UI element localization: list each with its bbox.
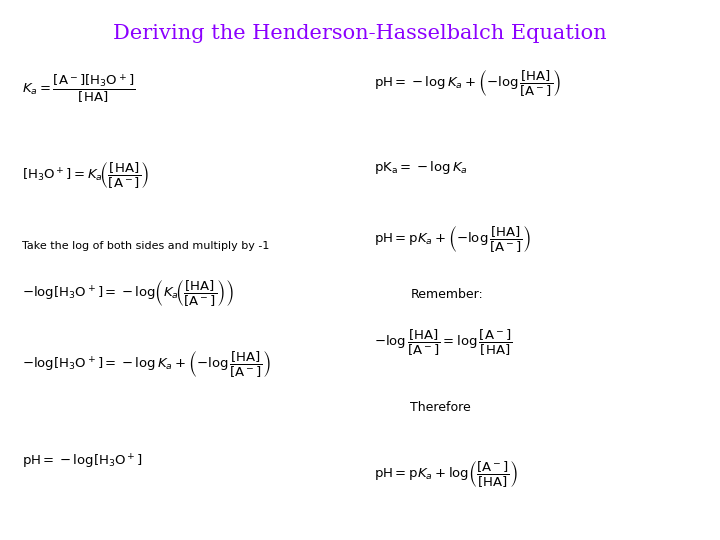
Text: $\mathrm{pH} = \mathrm{p}K_a + \left(-\log\dfrac{[\mathrm{HA}]}{[\mathrm{A}^-]}\: $\mathrm{pH} = \mathrm{p}K_a + \left(-\l… [374,225,531,255]
Text: $-\log[\mathrm{H_3O}^+] = -\log K_a + \left(-\log\dfrac{[\mathrm{HA}]}{[\mathrm{: $-\log[\mathrm{H_3O}^+] = -\log K_a + \l… [22,349,271,380]
Text: $\mathrm{pH} = -\log K_a + \left(-\log\dfrac{[\mathrm{HA}]}{[\mathrm{A}^-]}\righ: $\mathrm{pH} = -\log K_a + \left(-\log\d… [374,69,562,99]
Text: $\mathrm{pH} = -\log[\mathrm{H_3O}^+]$: $\mathrm{pH} = -\log[\mathrm{H_3O}^+]$ [22,453,143,471]
Text: $-\log\dfrac{[\mathrm{HA}]}{[\mathrm{A}^-]} = \log\dfrac{[\mathrm{A}^-]}{[\mathr: $-\log\dfrac{[\mathrm{HA}]}{[\mathrm{A}^… [374,328,513,358]
Text: Deriving the Henderson-Hasselbalch Equation: Deriving the Henderson-Hasselbalch Equat… [113,24,607,43]
Text: $[\mathrm{H_3O}^+] = K_a\!\left(\dfrac{[\mathrm{HA}]}{[\mathrm{A}^-]}\right)$: $[\mathrm{H_3O}^+] = K_a\!\left(\dfrac{[… [22,160,149,191]
Text: Therefore: Therefore [410,401,471,414]
Text: $K_a = \dfrac{[\mathrm{A}^-][\mathrm{H_3O}^+]}{[\mathrm{HA}]}$: $K_a = \dfrac{[\mathrm{A}^-][\mathrm{H_3… [22,73,135,105]
Text: Take the log of both sides and multiply by -1: Take the log of both sides and multiply … [22,241,269,251]
Text: Remember:: Remember: [410,288,483,301]
Text: $\mathrm{pK_a} = -\log K_a$: $\mathrm{pK_a} = -\log K_a$ [374,159,468,176]
Text: $\mathrm{pH} = \mathrm{p}K_a + \log\!\left(\dfrac{[\mathrm{A}^-]}{[\mathrm{HA}]}: $\mathrm{pH} = \mathrm{p}K_a + \log\!\le… [374,460,518,490]
Text: $-\log[\mathrm{H_3O}^+] = -\log\!\left(K_a\!\left(\dfrac{[\mathrm{HA}]}{[\mathrm: $-\log[\mathrm{H_3O}^+] = -\log\!\left(K… [22,279,233,309]
